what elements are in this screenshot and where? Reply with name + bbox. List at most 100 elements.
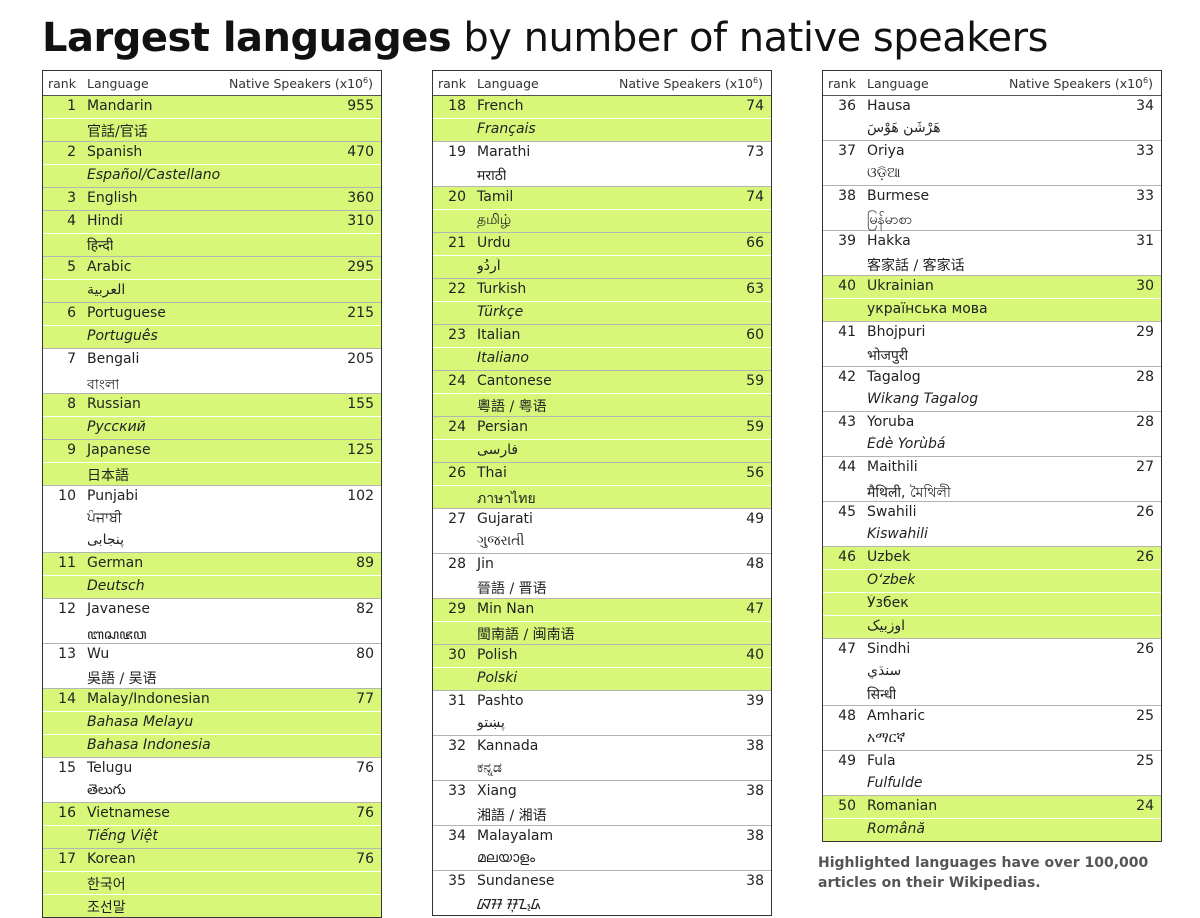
table-row: 43 Yoruba 28 Èdè Yorùbá <box>823 412 1161 457</box>
speakers-value: 48 <box>746 556 764 572</box>
speakers-value: 28 <box>1136 414 1154 430</box>
row-main-line: 38 Burmese 33 <box>823 186 1161 208</box>
table-row: 37 Oriya 33 ଓଡ଼ିଆ <box>823 141 1161 186</box>
speakers-value: 38 <box>746 738 764 754</box>
language-name: Tagalog <box>867 369 921 385</box>
native-name: Bahasa Melayu <box>87 714 194 730</box>
rank-cell: 20 <box>448 189 466 205</box>
rank-cell: 40 <box>838 278 856 294</box>
table-row: 24 Cantonese 59 粵語 / 粤语 <box>433 371 771 417</box>
header-speakers-exponent: 6 <box>753 76 759 85</box>
language-name: Tamil <box>477 189 514 205</box>
speakers-value: 82 <box>356 601 374 617</box>
native-name: Română <box>867 821 925 837</box>
row-main-line: 50 Romanian 24 <box>823 796 1161 818</box>
rank-cell: 5 <box>67 259 76 275</box>
language-name: Arabic <box>87 259 132 275</box>
header-language: Language <box>477 76 539 91</box>
rank-cell: 21 <box>448 235 466 251</box>
header-speakers-close: ) <box>368 76 373 92</box>
rank-cell: 38 <box>838 188 856 204</box>
table-row: 30 Polish 40 Polski <box>433 645 771 691</box>
row-native-line: 官話/官话 <box>43 118 381 141</box>
title-bold: Largest languages <box>42 15 452 61</box>
rank-cell: 42 <box>838 369 856 385</box>
row-native-line: Română <box>823 818 1161 841</box>
table-row: 17 Korean 76 한국어 조선말 <box>43 849 381 917</box>
row-main-line: 8 Russian 155 <box>43 394 381 416</box>
rank-cell: 6 <box>67 305 76 321</box>
rank-cell: 8 <box>67 396 76 412</box>
row-main-line: 9 Japanese 125 <box>43 440 381 462</box>
speakers-value: 38 <box>746 873 764 889</box>
speakers-value: 39 <box>746 693 764 709</box>
header-speakers-close: ) <box>758 76 763 92</box>
language-name: Hindi <box>87 213 124 229</box>
speakers-value: 205 <box>347 351 374 367</box>
rank-cell: 23 <box>448 327 466 343</box>
row-native-line: سنڌي <box>823 661 1161 683</box>
row-main-line: 14 Malay/Indonesian 77 <box>43 689 381 711</box>
language-name: Sundanese <box>477 873 555 889</box>
native-name: ꦧꦱꦗꦮ <box>87 627 147 643</box>
language-name: Bhojpuri <box>867 324 926 340</box>
table-header: rank Language Native Speakers (x106) <box>823 71 1161 96</box>
speakers-value: 34 <box>1136 98 1154 114</box>
speakers-value: 25 <box>1136 708 1154 724</box>
table-row: 31 Pashto 39 پښتو <box>433 691 771 736</box>
rank-cell: 39 <box>838 233 856 249</box>
native-name: አማርኛ <box>867 730 906 746</box>
language-name: Yoruba <box>867 414 915 430</box>
row-main-line: 19 Marathi 73 <box>433 142 771 164</box>
speakers-value: 76 <box>356 805 374 821</box>
native-name: Français <box>477 121 536 137</box>
language-name: Turkish <box>477 281 527 297</box>
row-main-line: 24 Persian 59 <box>433 417 771 439</box>
rank-cell: 16 <box>58 805 76 821</box>
language-name: Bengali <box>87 351 140 367</box>
native-name: 閩南語 / 闽南语 <box>477 627 575 643</box>
speakers-value: 60 <box>746 327 764 343</box>
language-name: Fula <box>867 753 896 769</box>
native-name: ଓଡ଼ିଆ <box>867 165 901 181</box>
row-native-line: ଓଡ଼ିଆ <box>823 163 1161 185</box>
table-row: 24 Persian 59 فارسی <box>433 417 771 463</box>
row-native-line: മലയാളം <box>433 848 771 870</box>
row-native-line: O‘zbek <box>823 569 1161 592</box>
row-native-line: मैथिली, মৈথিলী <box>823 479 1161 501</box>
row-main-line: 11 German 89 <box>43 553 381 575</box>
language-name: Malayalam <box>477 828 554 844</box>
native-name: Português <box>87 328 158 344</box>
speakers-value: 38 <box>746 783 764 799</box>
native-name: ᮘᮞ ᮞᮥᮔ᮪ᮓ <box>477 897 542 913</box>
rank-cell: 24 <box>448 373 466 389</box>
row-native-line: 客家話 / 客家话 <box>823 253 1161 275</box>
title-rest: by number of native speakers <box>451 15 1048 61</box>
row-native-line: 한국어 <box>43 871 381 894</box>
row-native-line: Français <box>433 118 771 141</box>
rank-cell: 45 <box>838 504 856 520</box>
row-native-line: Kiswahili <box>823 524 1161 546</box>
language-name: Vietnamese <box>87 805 170 821</box>
speakers-value: 295 <box>347 259 374 275</box>
speakers-value: 27 <box>1136 459 1154 475</box>
row-native-line: भोजपुरी <box>823 344 1161 366</box>
row-native-line: తెలుగు <box>43 780 381 802</box>
row-main-line: 34 Malayalam 38 <box>433 826 771 848</box>
rank-cell: 13 <box>58 646 76 662</box>
table-row: 20 Tamil 74 தமிழ் <box>433 187 771 233</box>
language-name: French <box>477 98 524 114</box>
table-row: 44 Maithili 27 मैथिली, মৈথিলী <box>823 457 1161 502</box>
language-name: Burmese <box>867 188 930 204</box>
table-row: 49 Fula 25 Fulfulde <box>823 751 1161 796</box>
rank-cell: 3 <box>67 190 76 206</box>
row-native-line: ᮘᮞ ᮞᮥᮔ᮪ᮓ <box>433 893 771 915</box>
language-name: Polish <box>477 647 518 663</box>
row-main-line: 23 Italian 60 <box>433 325 771 347</box>
header-speakers: Native Speakers (x106) <box>619 76 763 91</box>
native-name: Español/Castellano <box>87 167 221 183</box>
native-name: தமிழ் <box>477 212 512 228</box>
page-title: Largest languages by number of native sp… <box>42 12 1048 64</box>
speakers-value: 28 <box>1136 369 1154 385</box>
row-main-line: 46 Uzbek 26 <box>823 547 1161 569</box>
